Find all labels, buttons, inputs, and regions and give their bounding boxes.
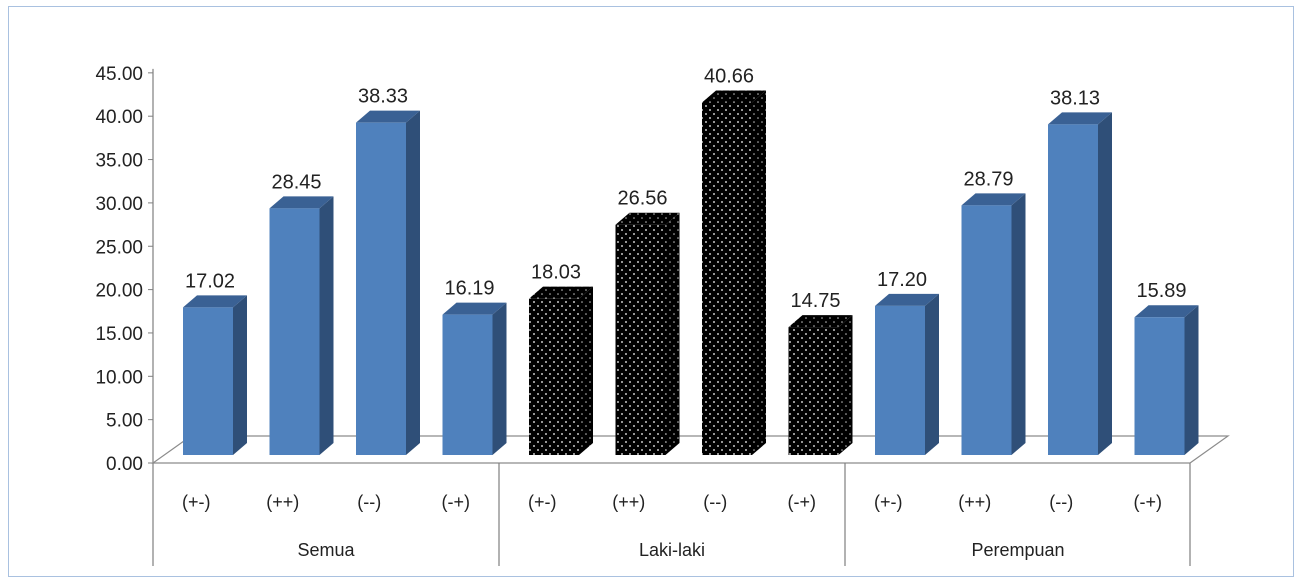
bar-top-face: [442, 302, 507, 315]
data-label: 28.45: [271, 171, 321, 193]
bar-perempuan-0: [875, 293, 939, 455]
bar-front-face: [356, 122, 406, 456]
bar-top-face: [788, 315, 853, 328]
axes-layer: 0.00 5.00 10.00 15.00 20.00 25.00 30.00 35.00 40…: [95, 64, 1230, 566]
bar-semua-1: [269, 196, 334, 455]
bar-top-face: [615, 212, 680, 225]
category-label: (+-): [528, 492, 557, 512]
bar-top-face: [961, 193, 1026, 206]
chart-floor: [151, 435, 1230, 464]
bar-front-face: [269, 208, 320, 455]
y-tick-label: 5.00: [106, 411, 143, 432]
bar-front-face: [529, 298, 579, 455]
y-tick-label: 35.00: [95, 151, 143, 172]
bar-side-face: [925, 293, 939, 455]
category-label: (++): [612, 492, 645, 512]
bar-side-face: [1098, 112, 1112, 455]
bar-side-face: [233, 295, 247, 455]
group-label: Perempuan: [971, 540, 1064, 560]
bar-top-face: [183, 295, 247, 308]
bar-front-face: [788, 327, 839, 455]
category-label: (--): [703, 492, 727, 512]
bar-laki-laki-2: [702, 90, 766, 456]
bar-side-face: [665, 212, 680, 455]
bar-front-face: [183, 307, 233, 455]
data-label: 15.89: [1136, 280, 1186, 302]
category-label: (+-): [874, 492, 903, 512]
y-tick-label: 0.00: [106, 454, 143, 475]
category-label: (++): [958, 492, 991, 512]
bar-top-face: [356, 110, 420, 123]
bar-semua-0: [183, 295, 247, 455]
y-tick-label: 15.00: [95, 324, 143, 345]
category-label: (-+): [788, 492, 817, 512]
bar-front-face: [615, 224, 666, 455]
bar-side-face: [838, 315, 853, 455]
bar-laki-laki-3: [788, 315, 853, 455]
data-label: 16.19: [444, 278, 494, 300]
data-label: 38.13: [1050, 87, 1100, 109]
y-tick-label: 45.00: [95, 64, 143, 85]
category-label: (+-): [182, 492, 211, 512]
bar-front-face: [961, 205, 1012, 455]
bar-perempuan-1: [961, 193, 1026, 456]
data-label: 17.02: [185, 270, 235, 292]
bar-top-face: [1134, 305, 1199, 318]
bar-semua-3: [442, 302, 507, 455]
data-label: 40.66: [704, 65, 754, 87]
bar-front-face: [442, 314, 493, 455]
data-label: 14.75: [790, 290, 840, 312]
bar-top-face: [875, 293, 939, 306]
category-label: (-+): [1134, 492, 1163, 512]
bar-front-face: [702, 102, 752, 456]
bar-top-face: [1048, 112, 1112, 125]
y-tick-label: 20.00: [95, 281, 143, 302]
bar-top-face: [529, 286, 593, 299]
group-label: Semua: [297, 540, 355, 560]
bar-front-face: [1048, 124, 1098, 455]
data-label: 38.33: [358, 86, 408, 108]
bar-side-face: [1011, 193, 1026, 456]
bar-perempuan-2: [1048, 112, 1112, 455]
y-tick-label: 10.00: [95, 367, 143, 388]
bar-side-face: [319, 196, 334, 455]
y-tick-label: 25.00: [95, 237, 143, 258]
bar-side-face: [406, 110, 420, 456]
category-label: (--): [357, 492, 381, 512]
bars-layer: [183, 90, 1199, 456]
data-label: 26.56: [617, 188, 667, 210]
group-label: Laki-laki: [639, 540, 705, 560]
bar-side-face: [579, 286, 593, 455]
bar-top-face: [702, 90, 766, 103]
bar-side-face: [752, 90, 766, 456]
bar-side-face: [492, 302, 507, 455]
bar-side-face: [1184, 305, 1199, 455]
data-label: 28.79: [963, 168, 1013, 190]
bar-semua-2: [356, 110, 420, 456]
y-tick-label: 30.00: [95, 194, 143, 215]
labels-layer: 17.02 (+-) 28.45 (++) 38.33 (--) 16.19 (-+) Semu…: [182, 65, 1187, 560]
bar-perempuan-3: [1134, 305, 1199, 455]
bar-front-face: [1134, 317, 1185, 455]
data-label: 18.03: [531, 262, 581, 284]
bar-laki-laki-0: [529, 286, 593, 455]
category-label: (--): [1049, 492, 1073, 512]
bar-top-face: [269, 196, 334, 209]
bar-front-face: [875, 305, 925, 455]
category-label: (-+): [442, 492, 471, 512]
y-tick-label: 40.00: [95, 107, 143, 128]
data-label: 17.20: [877, 269, 927, 291]
bar-laki-laki-1: [615, 212, 680, 455]
category-label: (++): [266, 492, 299, 512]
